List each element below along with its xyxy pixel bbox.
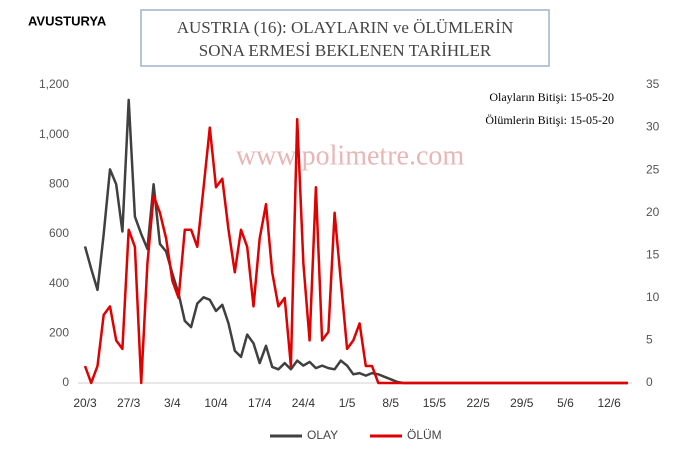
- legend-label: ÖLÜM: [407, 428, 442, 442]
- y-tick-label: 400: [49, 276, 69, 290]
- x-tick-label: 20/3: [73, 396, 97, 410]
- y2-tick-label: 5: [646, 333, 653, 347]
- y-tick-label: 1,200: [39, 77, 69, 91]
- y2-tick-label: 30: [646, 120, 660, 134]
- x-tick-label: 27/3: [117, 396, 141, 410]
- y2-tick-label: 15: [646, 247, 660, 261]
- y2-tick-label: 25: [646, 162, 660, 176]
- y2-tick-label: 20: [646, 205, 660, 219]
- y2-tick-label: 10: [646, 290, 660, 304]
- data-line: [83, 117, 628, 385]
- x-tick-label: 15/5: [423, 396, 447, 410]
- annotation: Olayların Bitişi: 15-05-20: [489, 90, 614, 104]
- y2-tick-label: 0: [646, 375, 653, 389]
- x-tick-label: 10/4: [204, 396, 228, 410]
- legend-label: OLAY: [307, 428, 338, 442]
- x-tick-label: 1/5: [339, 396, 356, 410]
- x-tick-label: 3/4: [164, 396, 181, 410]
- chart-title: AUSTRIA (16): OLAYLARIN ve ÖLÜMLERİN: [177, 18, 514, 37]
- y2-tick-label: 35: [646, 77, 660, 91]
- y-tick-label: 200: [49, 326, 69, 340]
- y-tick-label: 800: [49, 177, 69, 191]
- watermark: www.polimetre.com: [236, 140, 465, 171]
- y-tick-label: 600: [49, 226, 69, 240]
- x-tick-label: 5/6: [557, 396, 574, 410]
- y-tick-label: 1,000: [39, 127, 69, 141]
- x-tick-label: 12/6: [597, 396, 621, 410]
- x-tick-label: 17/4: [248, 396, 272, 410]
- chart-title: SONA ERMESİ BEKLENEN TARİHLER: [199, 41, 492, 60]
- y-tick-label: 0: [62, 375, 69, 389]
- x-tick-label: 24/4: [292, 396, 316, 410]
- x-tick-label: 8/5: [382, 396, 399, 410]
- title-box: [140, 9, 550, 67]
- x-tick-label: 22/5: [466, 396, 490, 410]
- country-label: AVUSTURYA: [28, 13, 107, 28]
- annotation: Ölümlerin Bitişi: 15-05-20: [485, 113, 614, 127]
- x-tick-label: 29/5: [510, 396, 534, 410]
